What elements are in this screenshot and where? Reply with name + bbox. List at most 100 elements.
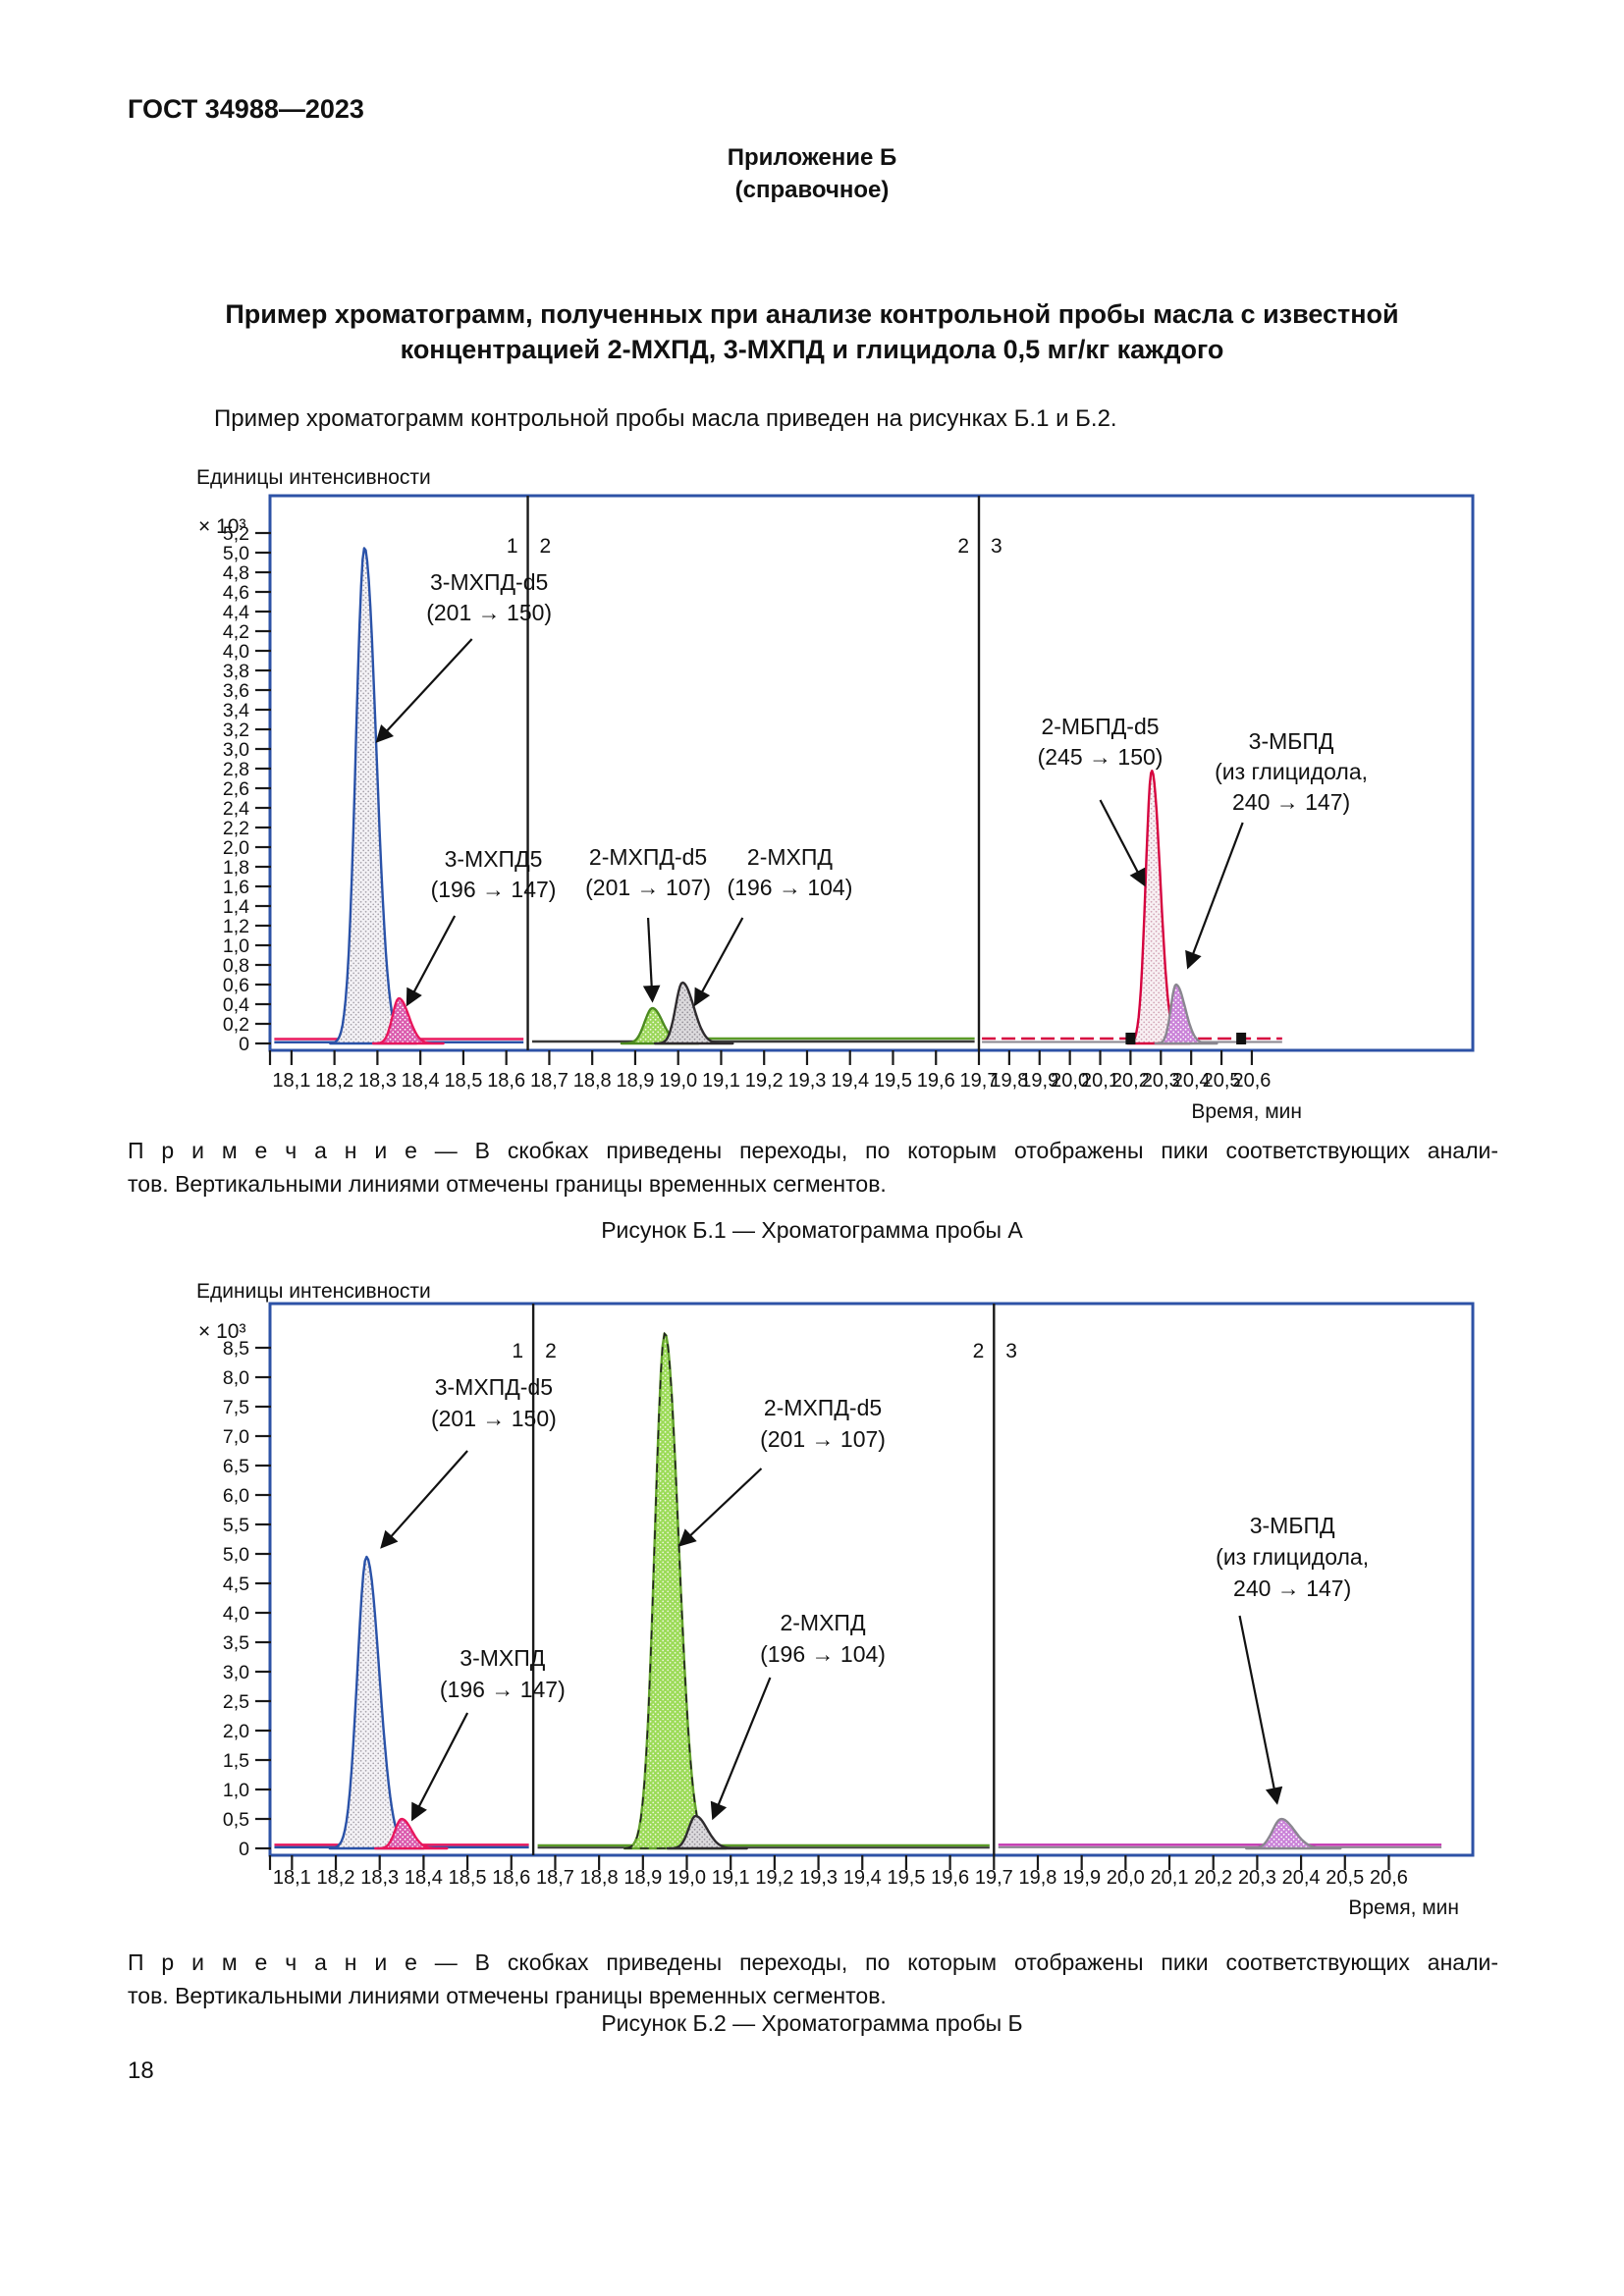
- peak-annotation: 2-МБПД-d5 (245 → 150): [1038, 714, 1164, 770]
- peak-annotation: 2-МХПД-d5 (201 → 107): [760, 1395, 886, 1452]
- y-tick-label: 6,5: [223, 1456, 249, 1477]
- x-tick-label: 19,2: [755, 1867, 793, 1889]
- y-tick-label: 3,5: [223, 1632, 249, 1654]
- section-title-line1: Пример хроматограмм, полученных при анал…: [225, 299, 1399, 329]
- integration-marker: [1125, 1033, 1136, 1044]
- x-tick-label: 18,5: [444, 1070, 482, 1092]
- peak-2-МХПД: [653, 981, 734, 1045]
- note-line-2: тов. Вертикальными линиями отмечены гран…: [128, 1983, 887, 2008]
- x-tick-label: 19,5: [874, 1070, 912, 1092]
- note-figure-b1: П р и м е ч а н и е — В скобках приведен…: [128, 1134, 1498, 1201]
- segment-number: 2: [540, 535, 552, 558]
- x-tick-label: 19,7: [975, 1867, 1013, 1889]
- annotation-arrow: [1185, 822, 1244, 970]
- peak-3-МХПД: [371, 996, 445, 1045]
- x-tick-label: 19,9: [1020, 1070, 1058, 1092]
- annotation-arrow: [642, 917, 661, 1003]
- y-tick-label: 2,5: [223, 1691, 249, 1713]
- annotation-arrow: [1099, 799, 1146, 887]
- y-tick-label: 2,4: [223, 798, 249, 820]
- note-figure-b2: П р и м е ч а н и е — В скобках приведен…: [128, 1946, 1498, 2012]
- plot-border: [268, 1302, 1475, 1857]
- peak-2-МХПД-d5: [623, 1332, 728, 1850]
- x-tick-label: 20,6: [1232, 1070, 1271, 1092]
- x-tick-label: 18,4: [402, 1070, 440, 1092]
- integration-marker: [1236, 1033, 1247, 1044]
- x-tick-label: 19,9: [1062, 1867, 1101, 1889]
- x-tick-label: 20,3: [1238, 1867, 1276, 1889]
- y-tick-label: 2,0: [223, 837, 249, 859]
- x-tick-label: 18,6: [487, 1070, 525, 1092]
- x-tick-label: 19,5: [887, 1867, 925, 1889]
- y-tick-label: 5,0: [223, 1544, 249, 1566]
- peak-annotation: 2-МХПД (196 → 104): [760, 1610, 886, 1667]
- y-tick-label: 0,5: [223, 1809, 249, 1831]
- x-tick-label: 18,2: [317, 1867, 355, 1889]
- peak-annotation: 3-МХПД5 (196 → 147): [431, 846, 557, 902]
- x-tick-label: 20,4: [1172, 1070, 1211, 1092]
- y-tick-label: 7,5: [223, 1397, 249, 1418]
- intro-paragraph: Пример хроматограмм контрольной пробы ма…: [214, 405, 1117, 432]
- y-tick-label: 7,0: [223, 1426, 249, 1448]
- segment-number: 2: [957, 535, 969, 558]
- y-tick-label: 5,0: [223, 543, 249, 564]
- x-tick-label: 20,1: [1081, 1070, 1119, 1092]
- y-tick-label: 5,5: [223, 1515, 249, 1536]
- x-tick-label: 20,1: [1151, 1867, 1189, 1889]
- y-tick-label: 2,6: [223, 778, 249, 800]
- x-tick-label: 20,2: [1194, 1867, 1232, 1889]
- y-tick-label: 4,5: [223, 1574, 249, 1595]
- x-tick-label: 19,1: [712, 1867, 750, 1889]
- x-tick-label: 18,3: [358, 1070, 397, 1092]
- y-tick-label: 0,6: [223, 975, 249, 996]
- x-tick-label: 18,7: [536, 1867, 574, 1889]
- y-tick-label: 3,6: [223, 680, 249, 702]
- y-tick-label: 2,8: [223, 759, 249, 780]
- annotation-arrow: [710, 1677, 772, 1821]
- y-tick-label: 3,8: [223, 661, 249, 682]
- x-tick-label: 20,5: [1203, 1070, 1241, 1092]
- y-tick-label: 2,2: [223, 818, 249, 839]
- y-tick-label: 4,8: [223, 562, 249, 584]
- x-tick-label: 19,3: [788, 1070, 827, 1092]
- x-tick-label: 19,2: [745, 1070, 784, 1092]
- y-tick-label: 8,0: [223, 1367, 249, 1389]
- annotation-arrow: [411, 1712, 469, 1822]
- x-tick-label: 19,8: [1019, 1867, 1057, 1889]
- appendix-subtitle: (справочное): [734, 177, 890, 203]
- plot-border: [268, 494, 1475, 1052]
- x-tick-label: 19,6: [917, 1070, 955, 1092]
- x-tick-label: 18,3: [360, 1867, 399, 1889]
- peak-annotation: 3-МБПД (из глицидола, 240 → 147): [1216, 1513, 1369, 1601]
- y-tick-label: 5,2: [223, 523, 249, 545]
- peak-annotation: 3-МБПД (из глицидола, 240 → 147): [1215, 728, 1368, 815]
- y-axis-title: Единицы интенсивности: [196, 1280, 431, 1303]
- peak-3-МБПД: [1154, 983, 1218, 1045]
- x-tick-label: 18,6: [492, 1867, 530, 1889]
- x-tick-label: 18,8: [573, 1070, 612, 1092]
- annotation-arrow: [406, 915, 457, 1007]
- segment-number: 1: [512, 1340, 523, 1362]
- x-tick-label: 18,7: [530, 1070, 568, 1092]
- y-tick-label: 8,5: [223, 1338, 249, 1360]
- x-tick-label: 18,5: [449, 1867, 487, 1889]
- segment-number: 2: [545, 1340, 557, 1362]
- y-tick-label: 1,0: [223, 1780, 249, 1801]
- peak-3-МХПД-d5: [329, 547, 418, 1045]
- y-tick-label: 4,6: [223, 582, 249, 604]
- y-tick-label: 1,8: [223, 857, 249, 879]
- peak-2-МХПД: [666, 1814, 748, 1850]
- y-tick-label: 0: [239, 1839, 249, 1860]
- x-tick-label: 19,1: [702, 1070, 740, 1092]
- x-tick-label: 18,9: [623, 1867, 662, 1889]
- section-title-line2: концентрацией 2-МХПД, 3-МХПД и глицидола…: [400, 335, 1224, 364]
- y-tick-label: 3,4: [223, 700, 249, 721]
- x-tick-label: 20,3: [1142, 1070, 1180, 1092]
- x-axis-title: Время, мин: [1348, 1896, 1459, 1919]
- x-tick-label: 18,4: [405, 1867, 443, 1889]
- x-tick-label: 19,4: [843, 1867, 882, 1889]
- y-axis-multiplier: × 10³: [198, 515, 245, 538]
